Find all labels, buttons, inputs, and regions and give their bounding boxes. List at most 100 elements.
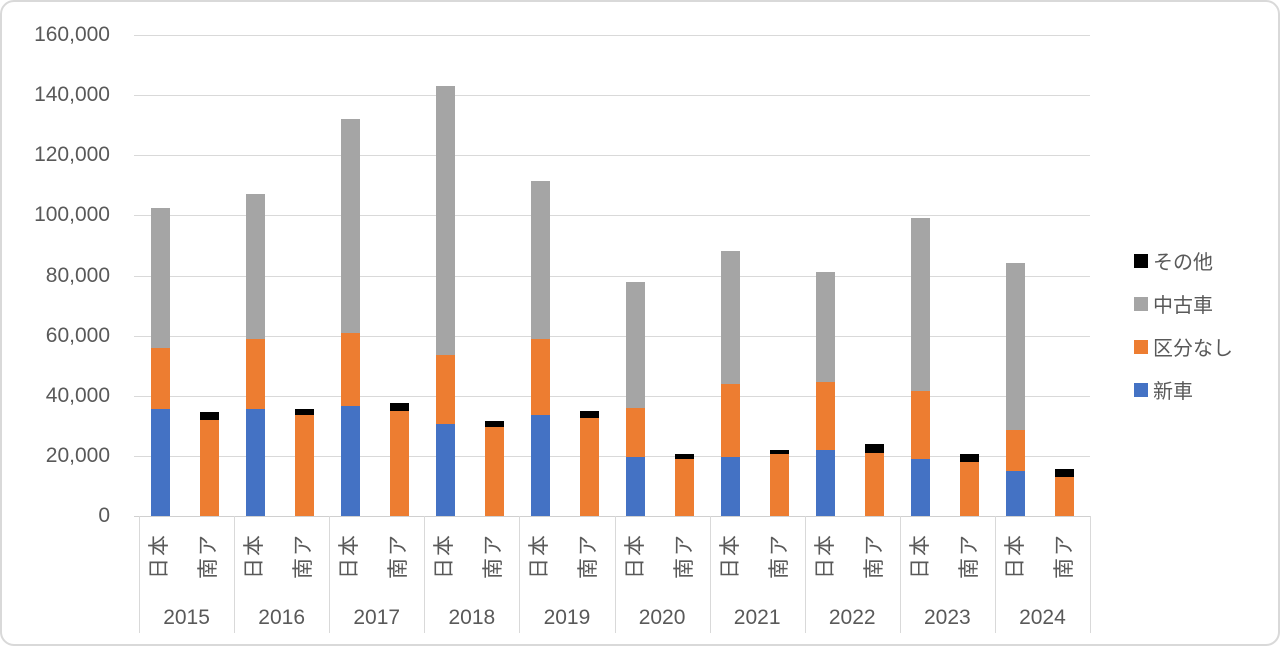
bar-segment-新車: [340, 406, 360, 516]
y-axis-tick-label: 120,000: [34, 143, 110, 167]
legend-label: その他: [1153, 252, 1213, 274]
category-separator: [1090, 516, 1091, 633]
bar-segment-区分なし: [960, 461, 980, 516]
bar-segment-中古車: [340, 119, 360, 333]
bar-segment-区分なし: [1055, 476, 1075, 516]
legend-item: 中古車: [1134, 289, 1233, 318]
bar-segment-区分なし: [199, 419, 219, 516]
category-label: 日本: [908, 533, 932, 579]
gridline: [134, 95, 1090, 97]
bar-segment-区分なし: [530, 338, 550, 416]
bar-segment-区分なし: [816, 382, 836, 450]
gridline: [134, 275, 1090, 277]
category-label: 南ア: [767, 533, 791, 579]
y-axis-tick-label: 140,000: [34, 83, 110, 107]
category-label: 南ア: [862, 533, 886, 579]
bar-segment-区分なし: [770, 454, 790, 516]
legend-label: 区分なし: [1153, 338, 1233, 360]
legend-label: 新車: [1153, 381, 1193, 403]
category-label: 日本: [338, 533, 362, 579]
y-axis-tick-label: 60,000: [45, 323, 110, 347]
category-separator: [710, 516, 711, 633]
category-label: 日本: [1003, 533, 1027, 579]
bar-segment-その他: [1055, 469, 1075, 477]
category-separator: [139, 516, 140, 633]
category-separator: [234, 516, 235, 633]
bar-segment-その他: [389, 403, 409, 411]
y-axis-tick-label: 160,000: [34, 23, 110, 46]
bar-segment-中古車: [1006, 263, 1026, 431]
category-label: 日本: [813, 533, 837, 579]
legend-item: 新車: [1134, 375, 1233, 404]
gridline: [134, 155, 1090, 157]
bar-segment-区分なし: [340, 332, 360, 407]
bar-segment-中古車: [626, 281, 645, 408]
bar-segment-その他: [484, 421, 504, 428]
bar-segment-区分なし: [721, 383, 741, 458]
legend-label: 中古車: [1153, 295, 1213, 317]
bar-segment-新車: [245, 409, 265, 516]
bar-segment-中古車: [150, 207, 170, 348]
gridline: [134, 35, 1090, 36]
bar-segment-中古車: [530, 180, 550, 339]
legend-marker-icon: [1134, 296, 1148, 311]
bar-segment-区分なし: [245, 338, 265, 410]
gridline: [134, 395, 1090, 397]
bar-segment-区分なし: [435, 355, 455, 425]
bar-segment-その他: [199, 412, 219, 420]
bar-segment-中古車: [245, 194, 265, 339]
year-label: 2018: [448, 606, 496, 629]
category-label: 南ア: [577, 533, 601, 579]
category-label: 日本: [148, 533, 171, 579]
bar-segment-新車: [721, 457, 741, 516]
x-axis-line: [134, 516, 1090, 517]
category-label: 南ア: [197, 533, 220, 579]
gridline: [134, 215, 1090, 217]
year-label: 2022: [828, 606, 876, 629]
legend-marker-icon: [1134, 253, 1148, 268]
year-label: 2023: [923, 606, 971, 629]
y-axis-tick-label: 20,000: [45, 443, 110, 467]
year-label: 2017: [353, 606, 401, 629]
category-label: 南ア: [482, 533, 506, 579]
bar-segment-その他: [294, 409, 314, 416]
category-separator: [805, 516, 806, 633]
category-label: 南ア: [672, 533, 696, 579]
bar-segment-その他: [865, 443, 885, 453]
bar-segment-その他: [579, 410, 599, 419]
y-axis-tick-label: 0: [98, 504, 110, 527]
gridline: [134, 455, 1090, 457]
year-label: 2015: [163, 606, 210, 629]
bar-segment-区分なし: [389, 410, 409, 516]
category-label: 南ア: [1052, 533, 1076, 579]
bar-segment-新車: [435, 424, 455, 516]
category-separator: [424, 516, 425, 633]
year-label: 2020: [638, 606, 686, 629]
y-axis-tick-label: 40,000: [45, 383, 110, 407]
legend-marker-icon: [1134, 339, 1148, 354]
bar-segment-中古車: [816, 272, 836, 383]
category-label: 日本: [243, 533, 267, 579]
bar-segment-区分なし: [675, 458, 694, 516]
bar-segment-区分なし: [579, 418, 599, 516]
legend-item: その他: [1134, 246, 1233, 275]
category-separator: [519, 516, 520, 633]
y-axis-tick-label: 100,000: [34, 203, 110, 227]
legend-marker-icon: [1134, 382, 1148, 397]
bar-segment-区分なし: [626, 407, 645, 458]
category-label: 南ア: [292, 533, 316, 579]
bar-segment-中古車: [721, 251, 741, 384]
category-label: 南ア: [387, 533, 411, 579]
bar-segment-新車: [911, 458, 931, 516]
year-label: 2019: [543, 606, 591, 629]
gridline: [134, 335, 1090, 337]
category-label: 南ア: [957, 533, 981, 579]
bar-segment-中古車: [911, 218, 931, 392]
y-axis-tick-label: 80,000: [45, 263, 110, 287]
category-label: 日本: [433, 533, 457, 579]
category-separator: [995, 516, 996, 633]
bar-segment-新車: [530, 415, 550, 516]
chart-legend: その他中古車区分なし新車: [1134, 246, 1233, 404]
bar-segment-区分なし: [865, 452, 885, 516]
bar-segment-新車: [816, 449, 836, 516]
